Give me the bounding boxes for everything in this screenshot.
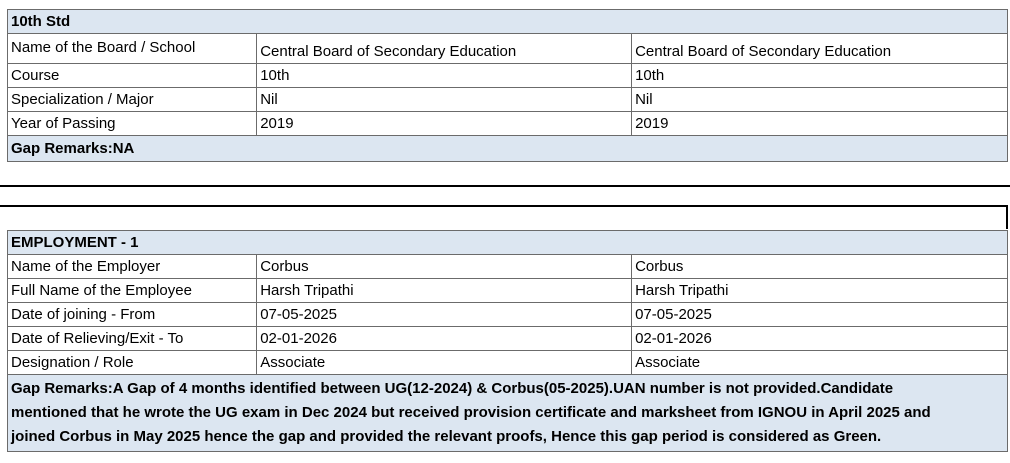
board-value-2: Central Board of Secondary Education: [631, 33, 1008, 64]
board-label: Name of the Board / School: [6, 33, 258, 64]
gap-remarks-line: Gap Remarks:A Gap of 4 months identified…: [11, 380, 894, 397]
course-value-2: 10th: [631, 63, 1008, 88]
joining-date-label: Date of joining - From: [6, 302, 258, 327]
gap-remarks-line: mentioned that he wrote the UG exam in D…: [11, 404, 931, 421]
education-gap-remarks: Gap Remarks:NA: [7, 135, 1008, 162]
employment-gap-row: Gap Remarks:A Gap of 4 months identified…: [7, 374, 1008, 452]
employee-name-value-2: Harsh Tripathi: [631, 278, 1008, 303]
table-row: Designation / Role Associate Associate: [6, 350, 1008, 375]
table-row: Specialization / Major Nil Nil: [6, 87, 1008, 112]
gap-remarks-line: joined Corbus in May 2025 hence the gap …: [11, 428, 882, 445]
relieving-date-value-1: 02-01-2026: [256, 326, 633, 351]
course-value-1: 10th: [256, 63, 633, 88]
table-row: Full Name of the Employee Harsh Tripathi…: [6, 278, 1008, 303]
year-value-2: 2019: [631, 111, 1008, 136]
section-divider-edge: [1006, 205, 1008, 229]
joining-date-value-1: 07-05-2025: [256, 302, 633, 327]
section-divider: [0, 185, 1010, 187]
education-table: 10th Std Name of the Board / School Cent…: [6, 9, 1008, 162]
board-value-1: Central Board of Secondary Education: [256, 33, 633, 64]
table-row: Date of joining - From 07-05-2025 07-05-…: [6, 302, 1008, 327]
employment-title: EMPLOYMENT - 1: [7, 230, 1008, 255]
employee-name-value-1: Harsh Tripathi: [256, 278, 633, 303]
employer-value-2: Corbus: [631, 254, 1008, 279]
specialization-value-2: Nil: [631, 87, 1008, 112]
education-gap-row: Gap Remarks:NA: [7, 135, 1008, 162]
designation-value-1: Associate: [256, 350, 633, 375]
section-divider: [0, 205, 1008, 207]
designation-value-2: Associate: [631, 350, 1008, 375]
year-label: Year of Passing: [6, 111, 258, 136]
designation-label: Designation / Role: [6, 350, 258, 375]
employment-table: EMPLOYMENT - 1 Name of the Employer Corb…: [6, 230, 1008, 452]
employment-header-row: EMPLOYMENT - 1: [7, 230, 1008, 255]
education-header-row: 10th Std: [7, 9, 1008, 34]
course-label: Course: [6, 63, 258, 88]
table-row: Name of the Board / School Central Board…: [6, 33, 1008, 64]
table-row: Year of Passing 2019 2019: [6, 111, 1008, 136]
table-row: Course 10th 10th: [6, 63, 1008, 88]
table-row: Date of Relieving/Exit - To 02-01-2026 0…: [6, 326, 1008, 351]
specialization-value-1: Nil: [256, 87, 633, 112]
table-row: Name of the Employer Corbus Corbus: [6, 254, 1008, 279]
employer-label: Name of the Employer: [6, 254, 258, 279]
relieving-date-value-2: 02-01-2026: [631, 326, 1008, 351]
specialization-label: Specialization / Major: [6, 87, 258, 112]
employee-name-label: Full Name of the Employee: [6, 278, 258, 303]
education-title: 10th Std: [7, 9, 1008, 34]
employment-gap-remarks: Gap Remarks:A Gap of 4 months identified…: [7, 374, 1008, 452]
joining-date-value-2: 07-05-2025: [631, 302, 1008, 327]
year-value-1: 2019: [256, 111, 633, 136]
relieving-date-label: Date of Relieving/Exit - To: [6, 326, 258, 351]
employer-value-1: Corbus: [256, 254, 633, 279]
